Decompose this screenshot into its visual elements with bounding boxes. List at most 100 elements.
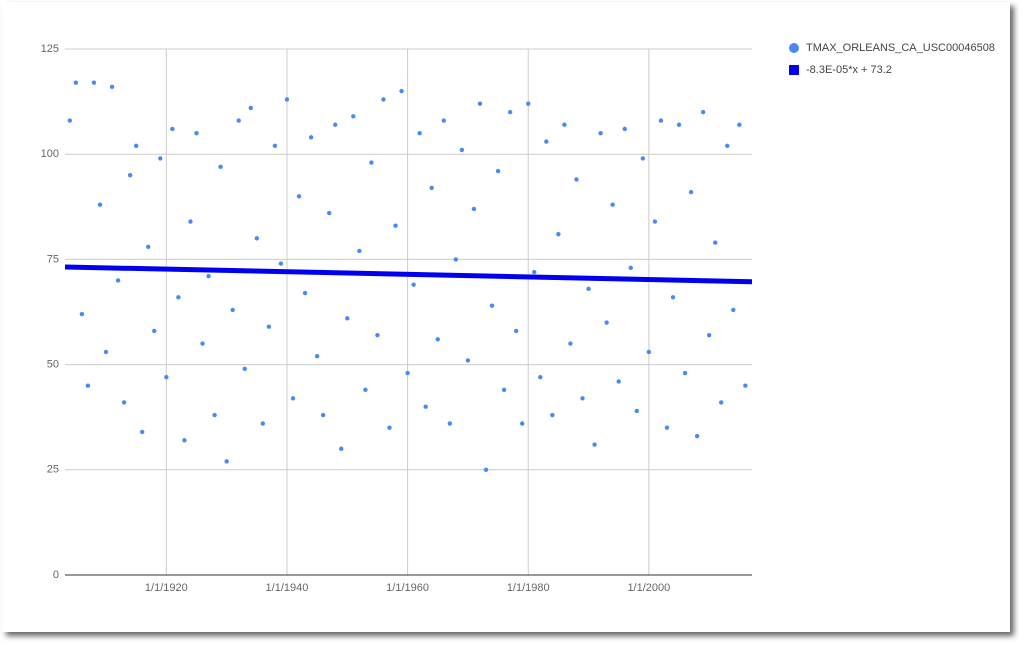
point [97,202,103,207]
point [375,332,380,338]
point [127,173,133,178]
point [152,328,157,334]
point [133,143,139,148]
x-tick-label: 1/1/1960 [386,582,429,594]
point [411,282,416,287]
y-tick-label: 25 [47,464,59,476]
point [206,274,211,279]
point [562,122,567,127]
point [652,219,658,224]
point [218,164,223,170]
point [357,248,362,254]
point [574,177,579,182]
x-tick-label: 1/1/2000 [627,582,670,594]
point [320,412,326,418]
point [188,219,193,224]
point [501,387,507,393]
y-tick-label: 125 [41,43,59,55]
x-tick-label: 1/1/1920 [145,582,188,594]
point [586,286,591,292]
point [435,337,440,342]
point [598,130,603,136]
point [266,324,272,329]
point [670,295,676,300]
point [194,130,199,136]
point [67,118,73,123]
point [260,421,266,426]
x-tick-label: 1/1/1980 [507,582,550,594]
point [387,425,392,430]
point [604,320,609,325]
point [658,118,664,123]
point [417,130,422,136]
legend-swatch [789,43,799,53]
legend-label: -8.3E-05*x + 73.2 [806,64,892,76]
point [719,400,724,405]
point [296,194,302,199]
point [640,156,646,161]
point [242,366,247,372]
trendline [64,264,753,285]
point [109,84,115,90]
point [302,290,308,296]
point [676,122,682,127]
point [278,261,284,266]
frame [2,2,1010,632]
point [399,88,404,94]
point [580,396,585,401]
y-tick-label: 0 [53,569,59,581]
point [146,244,151,249]
point [79,311,85,317]
point [519,421,525,426]
point [737,122,742,127]
point [694,433,700,439]
point [725,143,730,148]
legend-swatch [789,65,799,75]
point [73,80,79,85]
point [706,332,712,338]
point [333,122,338,127]
point [345,316,350,321]
point [290,396,296,401]
point [339,446,344,451]
point [664,425,670,430]
point [700,109,706,115]
point [224,459,229,464]
point [447,421,453,426]
point [731,307,736,313]
point [115,278,121,283]
point [550,412,555,418]
point [646,349,652,355]
point [622,126,627,132]
point [682,370,688,376]
point [103,349,109,355]
point [405,370,410,376]
point [363,387,368,393]
point [483,467,489,472]
point [628,265,633,271]
point [393,223,398,228]
y-tick-label: 75 [47,253,59,265]
x-tick-label: 1/1/1940 [266,582,309,594]
y-tick-label: 100 [41,148,59,160]
point [465,358,471,363]
point [477,101,483,106]
point [236,118,241,123]
point [212,412,217,418]
point [176,295,181,300]
point [513,328,519,334]
point [592,442,597,447]
point [254,236,260,241]
point [489,303,495,308]
point [314,353,320,359]
point [459,147,465,153]
point [369,160,374,165]
point [164,375,169,380]
point [308,135,314,140]
point [423,404,428,409]
point [170,126,175,132]
point [743,383,748,388]
point [85,383,91,388]
point [453,257,459,262]
